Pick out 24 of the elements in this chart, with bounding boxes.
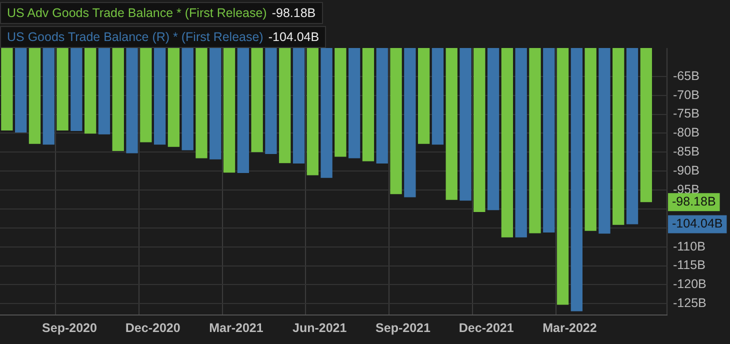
y-tick-label: -95B [673,182,700,196]
y-tick-label: -80B [673,126,700,140]
x-tick-label: Sep-2020 [42,320,97,335]
y-tick-label: -110B [673,239,706,254]
x-tick-label: Sep-2021 [376,320,430,335]
series-label: US Goods Trade Balance (R) * (First Release) [7,30,264,44]
text: -104.04B [268,30,320,44]
x-tick-label: Dec-2020 [125,320,180,335]
y-tick-label: -120B [673,277,706,292]
x-tick-label: Jun-2021 [292,320,347,335]
y-tick-label: -65B [673,68,700,83]
text: -98.18B [672,194,716,209]
text: -98.18B [272,6,316,20]
y-tick-label: -75B [673,106,700,121]
text: -104.04B [672,216,723,231]
x-tick-label: Dec-2021 [458,320,514,335]
series-label: US Adv Goods Trade Balance * (First Release) [7,6,267,20]
y-tick-label: -125B [673,296,706,310]
y-tick-label: -70B [673,88,700,102]
x-tick-label: Mar-2021 [209,320,264,335]
y-tick-label: -85B [673,144,700,159]
y-tick-label: -90B [673,164,700,178]
x-tick-label: Mar-2022 [542,320,597,335]
y-tick-label: -115B [673,258,706,272]
